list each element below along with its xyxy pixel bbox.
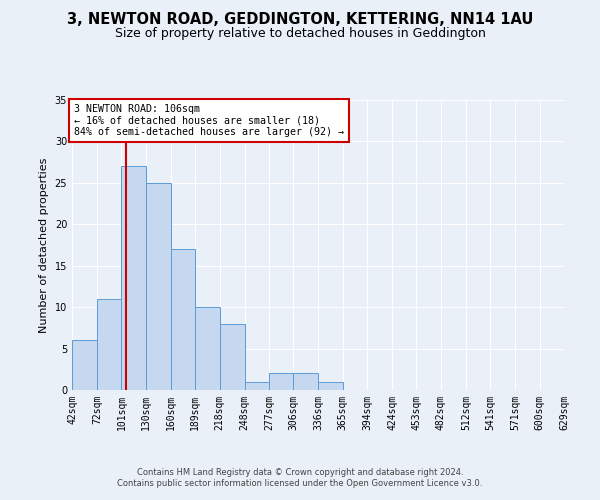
Bar — [97, 299, 121, 390]
Bar — [245, 382, 269, 390]
Text: 3, NEWTON ROAD, GEDDINGTON, KETTERING, NN14 1AU: 3, NEWTON ROAD, GEDDINGTON, KETTERING, N… — [67, 12, 533, 28]
Bar — [220, 324, 245, 390]
Bar — [269, 374, 293, 390]
Bar — [72, 340, 97, 390]
Text: Contains HM Land Registry data © Crown copyright and database right 2024.
Contai: Contains HM Land Registry data © Crown c… — [118, 468, 482, 487]
Bar — [293, 374, 319, 390]
Y-axis label: Number of detached properties: Number of detached properties — [39, 158, 49, 332]
Bar — [146, 183, 171, 390]
Bar — [319, 382, 343, 390]
Text: 3 NEWTON ROAD: 106sqm
← 16% of detached houses are smaller (18)
84% of semi-deta: 3 NEWTON ROAD: 106sqm ← 16% of detached … — [74, 104, 344, 138]
Bar — [171, 249, 195, 390]
Bar — [121, 166, 146, 390]
Text: Size of property relative to detached houses in Geddington: Size of property relative to detached ho… — [115, 28, 485, 40]
Bar — [195, 307, 220, 390]
